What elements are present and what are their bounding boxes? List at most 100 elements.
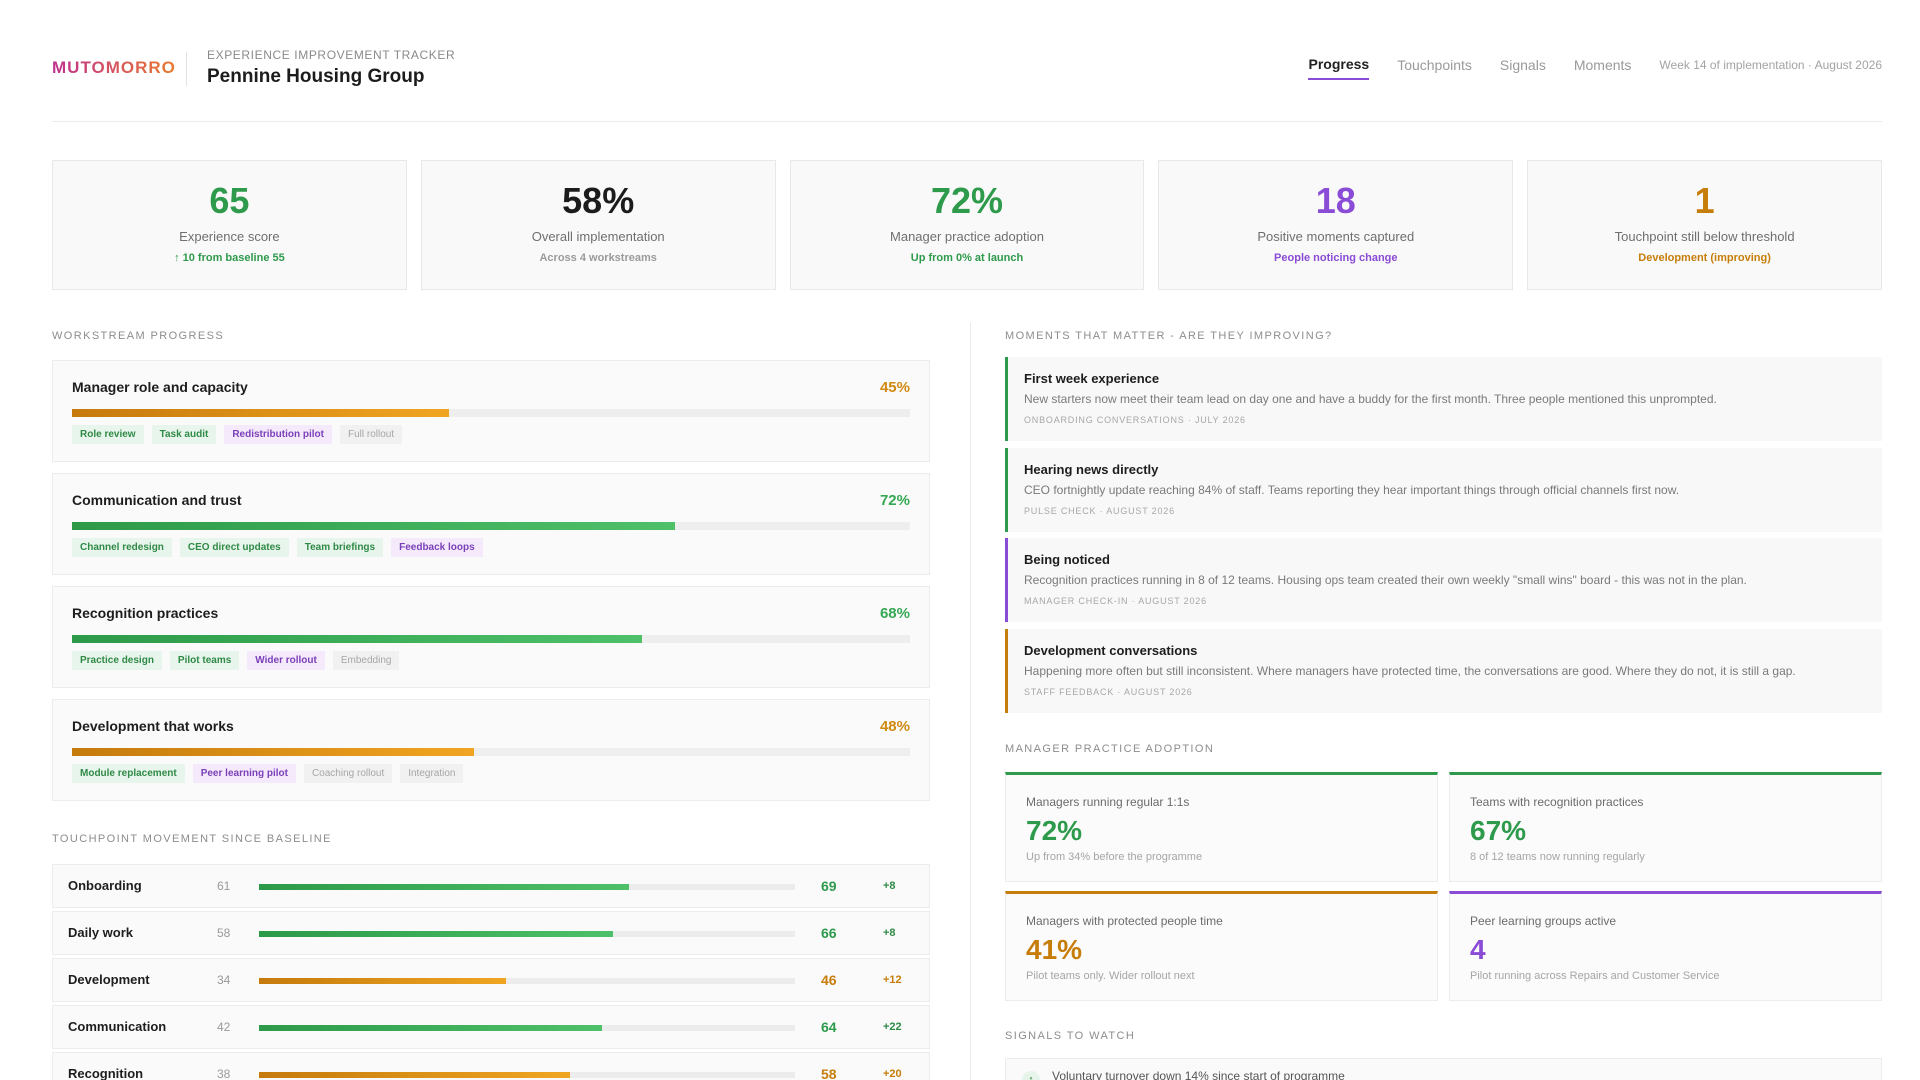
touchpoint-fill xyxy=(259,1025,603,1031)
stage-tag[interactable]: Practice design xyxy=(72,651,162,670)
touchpoint-current: 58 xyxy=(821,1066,837,1080)
workstream-name: Communication and trust xyxy=(72,492,242,508)
touchpoint-row[interactable]: Daily work 58 66 +8 xyxy=(52,911,930,955)
moment-card[interactable]: Being noticed Recognition practices runni… xyxy=(1005,538,1882,622)
kpi-value: 65 xyxy=(209,180,250,221)
kpi-label: Manager practice adoption xyxy=(890,228,1044,244)
moment-title: Development conversations xyxy=(1024,643,1198,658)
moment-card[interactable]: Hearing news directly CEO fortnightly upd… xyxy=(1005,448,1882,532)
touchpoint-delta: +12 xyxy=(883,974,902,986)
tab-touchpoints[interactable]: Touchpoints xyxy=(1397,57,1472,73)
kpi-card[interactable]: 72% Manager practice adoption Up from 0% a… xyxy=(789,160,1145,290)
page-header: MUTOMORRO EXPERIENCE IMPROVEMENT TRACKER… xyxy=(52,40,1882,122)
moment-card[interactable]: First week experience New starters now me… xyxy=(1005,357,1882,441)
workstream-card[interactable]: Manager role and capacity 45% Role review T… xyxy=(52,360,930,462)
moment-text: Recognition practices running in 8 of 12… xyxy=(1024,573,1747,587)
practice-card[interactable]: Managers with protected people time 41% Pi… xyxy=(1005,891,1438,1001)
workstream-card[interactable]: Recognition practices 68% Practice design P… xyxy=(52,586,930,688)
workstream-card[interactable]: Communication and trust 72% Channel redesi… xyxy=(52,473,930,575)
touchpoint-fill xyxy=(259,931,613,937)
practice-note: 8 of 12 teams now running regularly xyxy=(1470,851,1645,863)
signal-item[interactable]: ↑ Voluntary turnover down 14% since star… xyxy=(1005,1058,1882,1080)
touchpoint-track xyxy=(259,978,795,984)
moment-source: ONBOARDING CONVERSATIONS · JULY 2026 xyxy=(1024,415,1246,425)
touchpoint-name: Communication xyxy=(68,1019,167,1034)
kpi-card[interactable]: 1 Touchpoint still below threshold Develop… xyxy=(1527,160,1882,290)
touchpoint-row[interactable]: Onboarding 61 69 +8 xyxy=(52,864,930,908)
touchpoint-delta: +8 xyxy=(883,927,896,939)
stage-tag[interactable]: Module replacement xyxy=(72,764,185,783)
stage-tag[interactable]: Role review xyxy=(72,425,144,444)
section-title-practice: MANAGER PRACTICE ADOPTION xyxy=(1005,743,1215,755)
practice-card[interactable]: Teams with recognition practices 67% 8 of … xyxy=(1449,772,1882,882)
touchpoint-current: 64 xyxy=(821,1019,837,1035)
signal-text: Voluntary turnover down 14% since start … xyxy=(1052,1069,1345,1080)
stage-tag[interactable]: Task audit xyxy=(151,425,217,444)
touchpoint-track xyxy=(259,884,795,890)
section-title-moments: MOMENTS THAT MATTER - ARE THEY IMPROVING… xyxy=(1005,330,1333,342)
touchpoint-fill xyxy=(259,884,629,890)
touchpoint-baseline: 58 xyxy=(217,926,231,940)
stage-tag[interactable]: Redistribution pilot xyxy=(224,425,332,444)
practice-note: Pilot teams only. Wider rollout next xyxy=(1026,970,1195,982)
practice-note: Up from 34% before the programme xyxy=(1026,851,1203,863)
kpi-label: Overall implementation xyxy=(531,228,665,244)
moment-title: Hearing news directly xyxy=(1024,462,1159,477)
practice-value: 41% xyxy=(1026,934,1083,965)
stage-tag[interactable]: Team briefings xyxy=(296,538,384,557)
practice-note: Pilot running across Repairs and Custome… xyxy=(1470,970,1720,982)
touchpoint-baseline: 38 xyxy=(217,1067,231,1080)
practice-card[interactable]: Managers running regular 1:1s 72% Up from … xyxy=(1005,772,1438,882)
kpi-label: Positive moments captured xyxy=(1257,228,1415,244)
kpi-note: Development (improving) xyxy=(1638,251,1771,264)
workstream-stage-tags: Channel redesign CEO direct updates Team b… xyxy=(72,538,483,557)
touchpoint-name: Recognition xyxy=(68,1066,144,1080)
stage-tag[interactable]: Channel redesign xyxy=(72,538,172,557)
practice-label: Managers running regular 1:1s xyxy=(1026,795,1190,809)
moment-source: PULSE CHECK · AUGUST 2026 xyxy=(1024,506,1175,516)
tab-moments[interactable]: Moments xyxy=(1573,57,1632,73)
arrow-up-icon: ↑ xyxy=(1022,1071,1040,1080)
stage-tag[interactable]: Pilot teams xyxy=(169,651,240,670)
stage-tag[interactable]: Embedding xyxy=(332,651,400,670)
stage-tag[interactable]: Integration xyxy=(400,764,464,783)
stage-tag[interactable]: Full rollout xyxy=(339,425,403,444)
stage-tag[interactable]: Wider rollout xyxy=(247,651,325,670)
workstream-progress-fill xyxy=(72,522,676,530)
practice-value: 72% xyxy=(1026,815,1083,846)
stage-tag[interactable]: CEO direct updates xyxy=(179,538,289,557)
practice-label: Managers with protected people time xyxy=(1026,914,1223,928)
moment-source: STAFF FEEDBACK · AUGUST 2026 xyxy=(1024,687,1193,697)
practice-card[interactable]: Peer learning groups active 4 Pilot runnin… xyxy=(1449,891,1882,1001)
stage-tag[interactable]: Peer learning pilot xyxy=(192,764,296,783)
workstream-percent: 72% xyxy=(879,492,910,509)
kpi-card[interactable]: 18 Positive moments captured People notici… xyxy=(1158,160,1514,290)
stage-tag[interactable]: Coaching rollout xyxy=(303,764,393,783)
workstream-progress-fill xyxy=(72,635,642,643)
kpi-card[interactable]: 65 Experience score ↑ 10 from baseline 55 xyxy=(52,160,407,290)
tab-progress[interactable]: Progress xyxy=(1308,56,1370,80)
moment-title: First week experience xyxy=(1024,371,1160,386)
brand-logo[interactable]: MUTOMORRO xyxy=(52,58,176,77)
kpi-value: 18 xyxy=(1315,180,1356,221)
touchpoint-row[interactable]: Development 34 46 +12 xyxy=(52,958,930,1002)
workstream-card[interactable]: Development that works 48% Module replacem… xyxy=(52,699,930,801)
touchpoint-baseline: 61 xyxy=(217,879,231,893)
tab-signals[interactable]: Signals xyxy=(1499,57,1546,73)
touchpoint-current: 66 xyxy=(821,925,837,941)
touchpoint-row[interactable]: Recognition 38 58 +20 xyxy=(52,1052,930,1080)
touchpoint-row[interactable]: Communication 42 64 +22 xyxy=(52,1005,930,1049)
stage-tag[interactable]: Feedback loops xyxy=(391,538,483,557)
moment-card[interactable]: Development conversations Happening more … xyxy=(1005,629,1882,713)
kpi-card[interactable]: 58% Overall implementation Across 4 workst… xyxy=(420,160,776,290)
touchpoint-delta: +20 xyxy=(883,1068,902,1080)
workstream-stage-tags: Role review Task audit Redistribution pilo… xyxy=(72,425,403,444)
workstream-progress-fill xyxy=(72,748,475,756)
workstream-progress-track xyxy=(72,635,910,643)
touchpoint-delta: +8 xyxy=(883,880,896,892)
touchpoint-name: Development xyxy=(68,972,150,987)
section-title-signals: SIGNALS TO WATCH xyxy=(1005,1030,1136,1042)
practice-label: Peer learning groups active xyxy=(1470,914,1617,928)
kpi-note: Up from 0% at launch xyxy=(910,251,1024,264)
workstream-name: Recognition practices xyxy=(72,605,219,621)
